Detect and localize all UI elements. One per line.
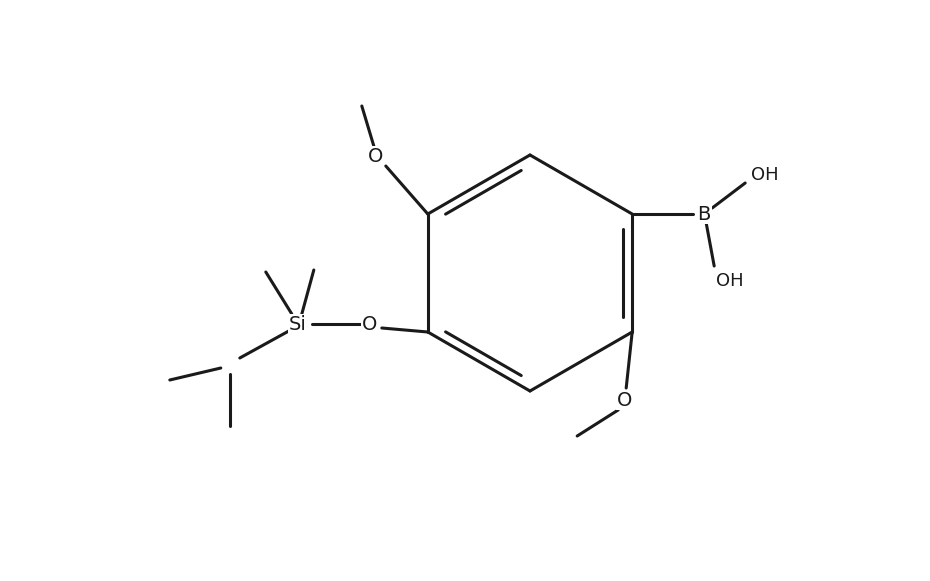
Text: O: O — [617, 390, 631, 410]
Text: Si: Si — [289, 314, 307, 333]
Text: OH: OH — [751, 166, 778, 184]
Text: B: B — [698, 205, 711, 224]
Text: OH: OH — [716, 272, 744, 290]
Text: O: O — [368, 146, 383, 166]
Text: O: O — [362, 314, 378, 333]
